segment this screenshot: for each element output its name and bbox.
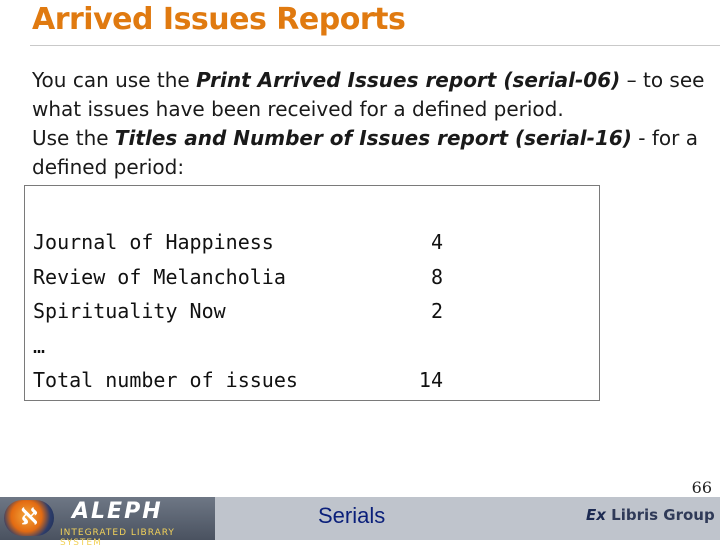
- report-row: Spirituality Now 2: [33, 299, 443, 333]
- report-count: 4: [430, 230, 443, 254]
- report-sample-box: Journal of Happiness 4 Review of Melanch…: [24, 185, 600, 401]
- paragraph-serial-06: You can use the Print Arrived Issues rep…: [32, 66, 712, 124]
- report-ellipsis: …: [33, 334, 46, 358]
- report-total-count: 14: [418, 368, 443, 392]
- report-row: Review of Melancholia 8: [33, 265, 443, 299]
- footer-section-label: Serials: [318, 503, 386, 528]
- footer-bar: ℵ ALEPH INTEGRATED LIBRARY SYSTEM Serial…: [0, 497, 720, 548]
- title-divider: [30, 45, 720, 46]
- report-title: Spirituality Now: [33, 299, 226, 323]
- slide-body: You can use the Print Arrived Issues rep…: [32, 66, 712, 182]
- exlibris-mark: Ex: [586, 506, 606, 524]
- report-title: Review of Melancholia: [33, 265, 286, 289]
- aleph-wordmark: ALEPH: [72, 499, 163, 524]
- report-name-serial-06: Print Arrived Issues report (serial-06): [196, 68, 621, 92]
- text-segment: – to see what issues have been received …: [32, 68, 705, 121]
- report-row: Journal of Happiness 4: [33, 230, 443, 264]
- text-segment: You can use the: [32, 68, 197, 92]
- text-segment: Use the: [32, 126, 115, 150]
- aleph-logo: ℵ ALEPH INTEGRATED LIBRARY SYSTEM: [0, 497, 215, 548]
- report-count: 2: [430, 299, 443, 323]
- report-name-serial-16: Titles and Number of Issues report (seri…: [114, 126, 632, 150]
- report-count: 8: [430, 265, 443, 289]
- slide-title: Arrived Issues Reports: [32, 2, 406, 37]
- report-title: Journal of Happiness: [33, 230, 274, 254]
- aleph-tagline: INTEGRATED LIBRARY SYSTEM: [60, 528, 175, 548]
- exlibris-name: Libris Group: [605, 506, 715, 524]
- text-segment: - for a defined period:: [32, 126, 698, 179]
- paragraph-serial-16: Use the Titles and Number of Issues repo…: [32, 124, 712, 182]
- report-row-ellipsis: …: [33, 334, 81, 368]
- aleph-emblem-icon: ℵ: [4, 500, 54, 536]
- report-total-label: Total number of issues: [33, 368, 298, 392]
- report-total-row: Total number of issues 14: [33, 368, 443, 402]
- page-number: 66: [691, 478, 712, 497]
- exlibris-logo: Ex Libris Group: [586, 506, 715, 524]
